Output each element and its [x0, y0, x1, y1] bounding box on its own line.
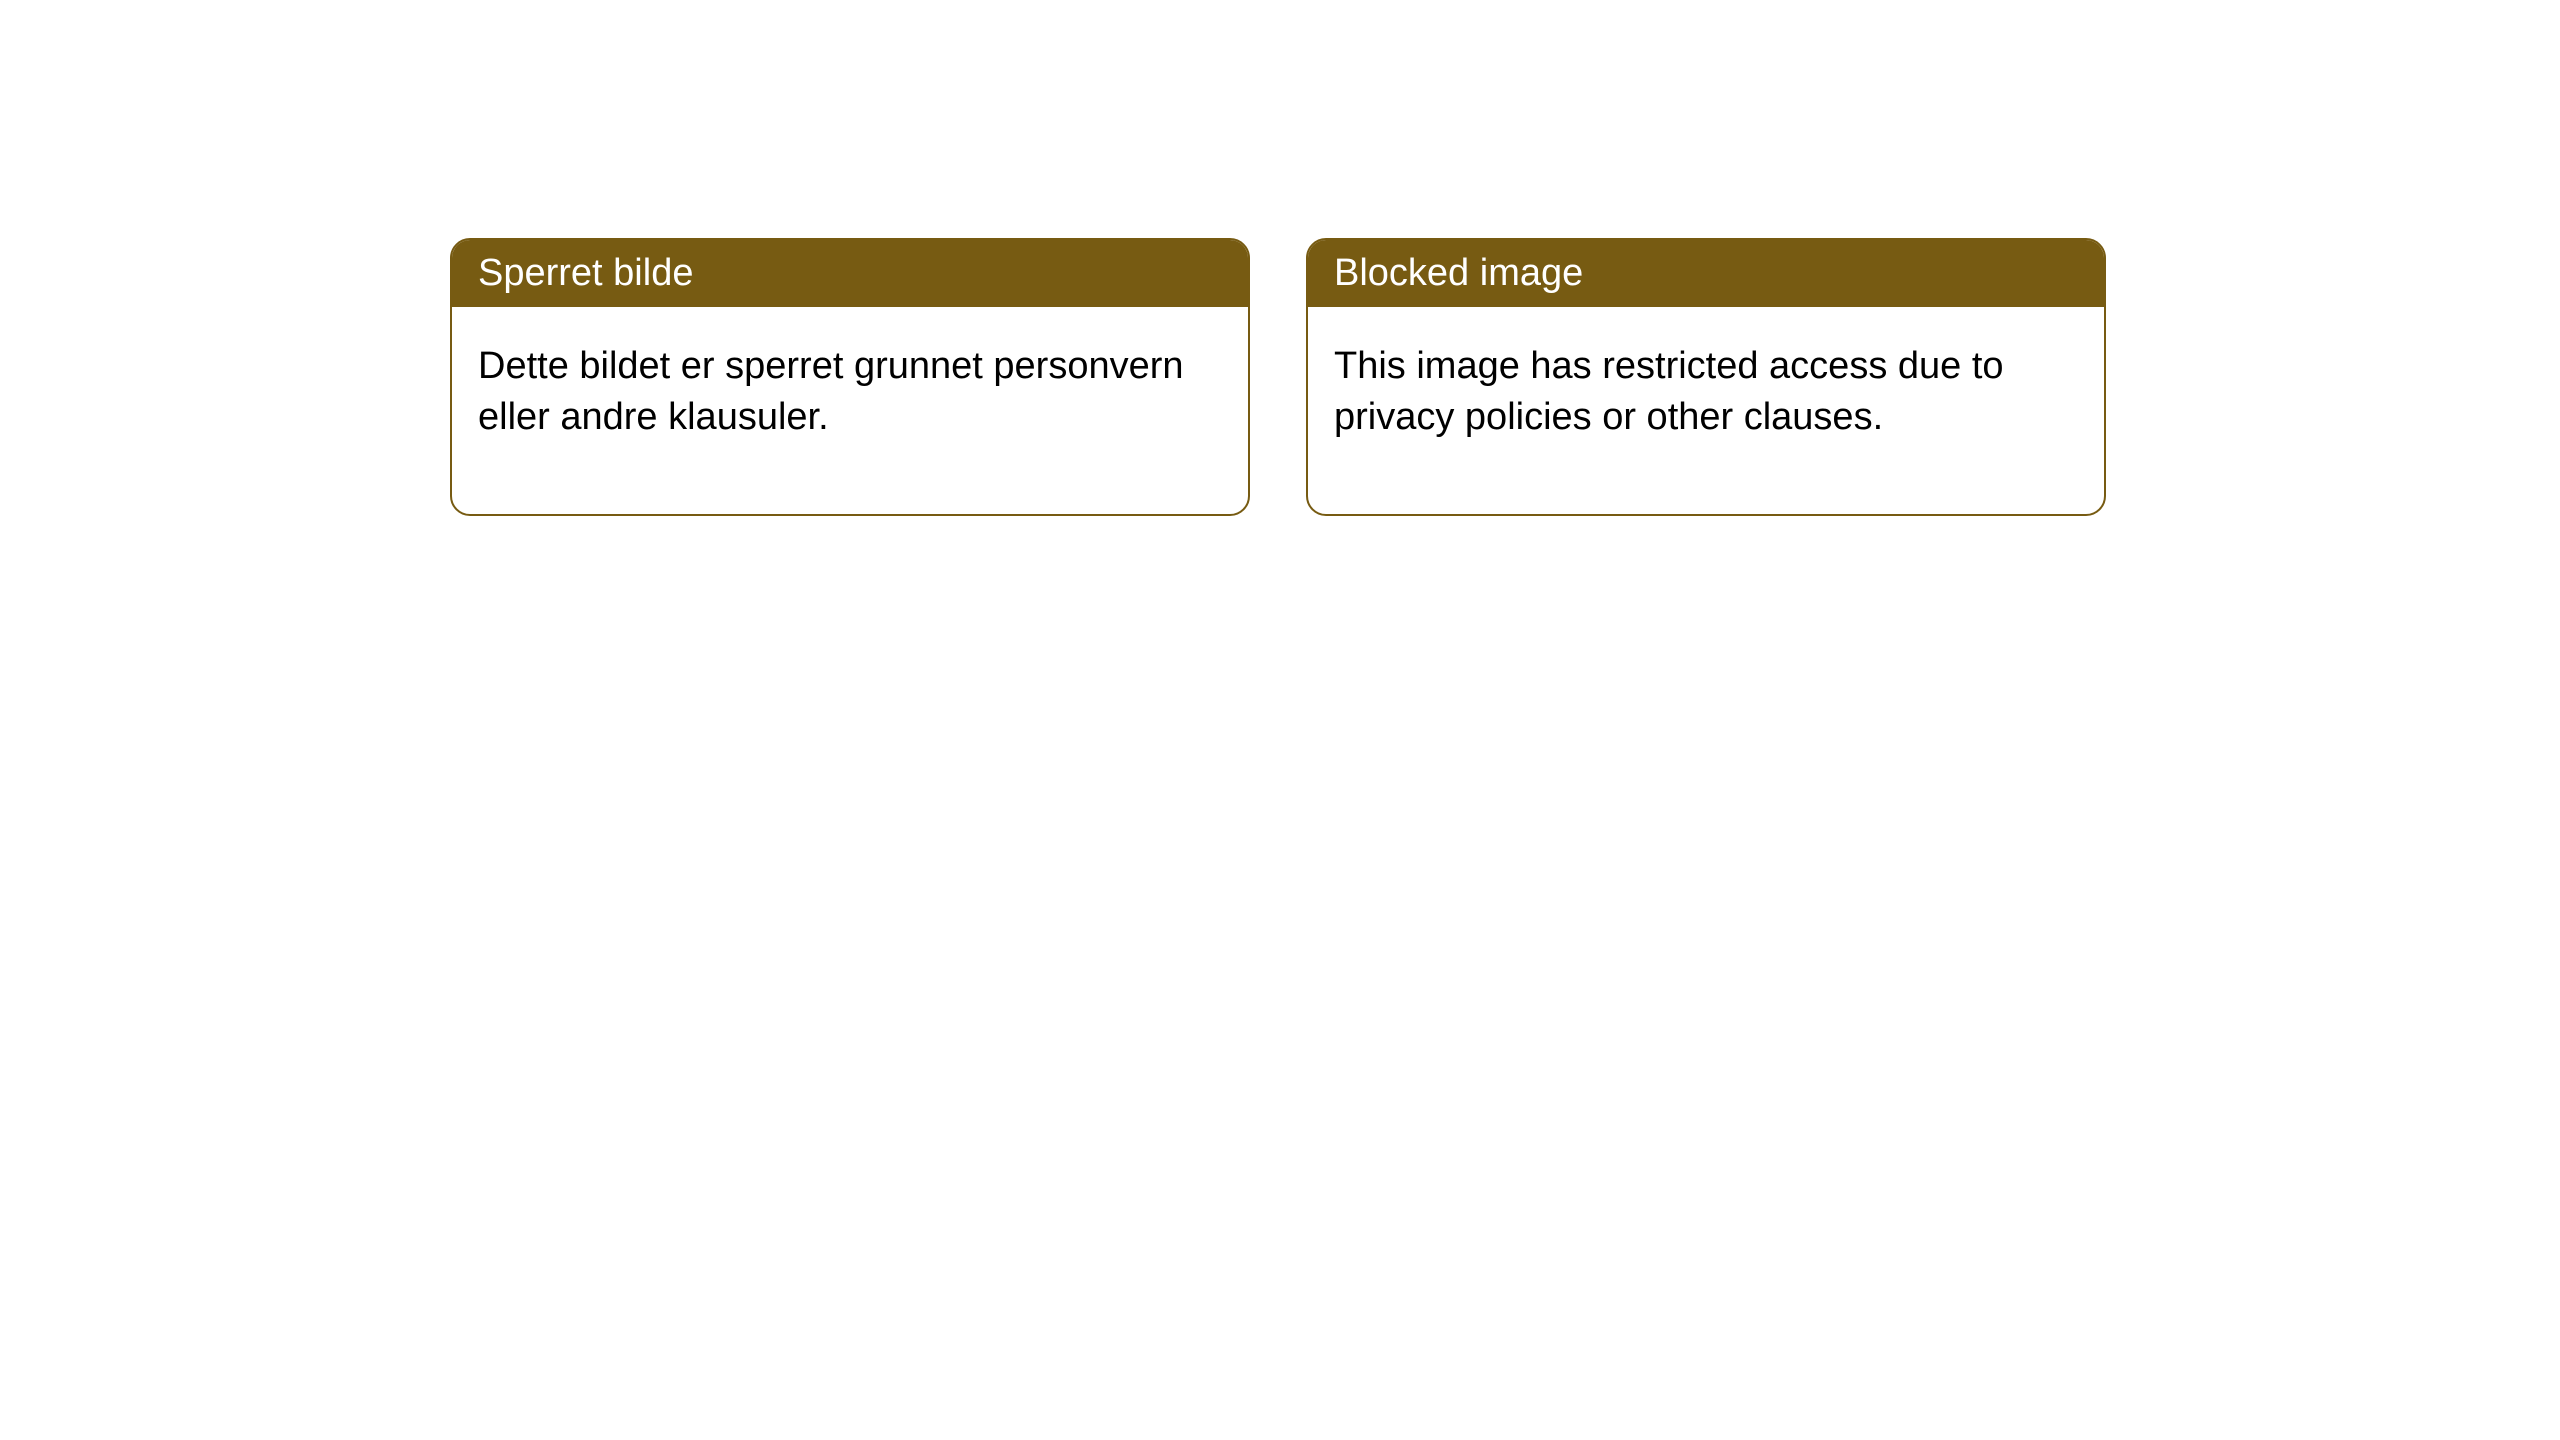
notice-container: Sperret bilde Dette bildet er sperret gr… [0, 0, 2560, 516]
notice-card-norwegian: Sperret bilde Dette bildet er sperret gr… [450, 238, 1250, 516]
notice-header: Blocked image [1308, 240, 2104, 307]
notice-body: Dette bildet er sperret grunnet personve… [452, 307, 1248, 514]
notice-header: Sperret bilde [452, 240, 1248, 307]
notice-card-english: Blocked image This image has restricted … [1306, 238, 2106, 516]
notice-body: This image has restricted access due to … [1308, 307, 2104, 514]
